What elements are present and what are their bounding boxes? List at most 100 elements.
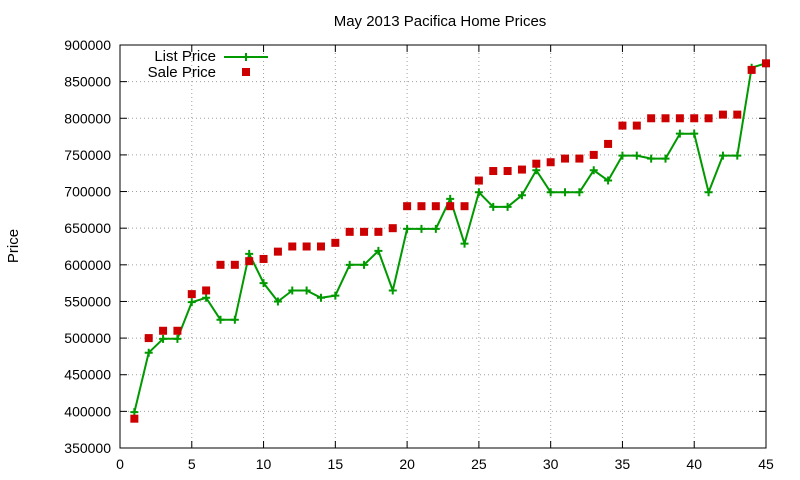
sale-price-marker	[388, 224, 397, 233]
list-price-marker	[417, 224, 426, 233]
list-price-marker	[230, 315, 239, 324]
list-price-marker	[259, 279, 268, 288]
chart-title: May 2013 Pacifica Home Prices	[334, 13, 547, 30]
sale-price-marker	[202, 286, 211, 295]
sale-price-marker	[259, 254, 268, 263]
sale-price-marker	[216, 260, 225, 269]
sale-price-marker	[446, 202, 455, 211]
sale-price-marker	[288, 242, 297, 251]
list-price-marker	[503, 202, 512, 211]
x-tick-label: 35	[615, 456, 631, 472]
sale-price-marker	[747, 65, 756, 74]
y-tick-label: 500000	[64, 330, 111, 346]
sale-price-marker	[245, 257, 254, 266]
list-price-marker	[202, 293, 211, 302]
plot-frame	[119, 44, 767, 449]
list-price-marker	[245, 249, 254, 258]
sale-price-marker	[517, 165, 526, 174]
list-price-marker	[403, 224, 412, 233]
list-price-marker	[173, 334, 182, 343]
list-price-marker	[187, 298, 196, 307]
list-price-line	[133, 62, 767, 413]
sale-price-marker	[575, 154, 584, 163]
x-tick-label: 0	[116, 456, 124, 472]
y-tick-label: 600000	[64, 257, 111, 273]
list-price-marker	[374, 246, 383, 255]
list-price-marker	[618, 151, 627, 160]
list-price-marker	[460, 239, 469, 248]
list-price-marker	[288, 286, 297, 295]
list-price-marker	[316, 293, 325, 302]
sale-price-marker	[130, 414, 139, 423]
list-price-marker	[718, 151, 727, 160]
x-tick-label: 10	[256, 456, 272, 472]
sale-price-marker	[675, 114, 684, 123]
sale-price-marker	[762, 59, 770, 68]
x-tick-label: 45	[758, 456, 774, 472]
sale-price-marker	[589, 150, 598, 159]
sale-price-marker	[159, 326, 168, 335]
list-price-marker	[388, 286, 397, 295]
list-price-marker	[733, 151, 742, 160]
y-tick-label: 400000	[64, 403, 111, 419]
sale-price-marker	[345, 227, 354, 236]
x-tick-label: 20	[399, 456, 415, 472]
sale-price-marker	[604, 139, 613, 148]
list-price-marker	[216, 315, 225, 324]
sale-price-marker	[474, 176, 483, 185]
list-price-marker	[647, 154, 656, 163]
y-axis-label: Price	[5, 229, 22, 263]
sale-price-marker	[460, 202, 469, 211]
grid	[120, 45, 766, 448]
list-price-marker	[302, 286, 311, 295]
sale-price-marker	[273, 247, 282, 256]
sale-price-marker	[532, 159, 541, 168]
sale-price-marker	[230, 260, 239, 269]
sale-price-marker	[417, 202, 426, 211]
x-tick-label: 5	[188, 456, 196, 472]
legend-swatch-sale-price	[242, 68, 250, 76]
sale-price-marker	[647, 114, 656, 123]
sale-price-marker	[618, 121, 627, 130]
list-price-marker	[632, 151, 641, 160]
sale-price-marker	[632, 121, 641, 130]
sale-price-marker	[690, 114, 699, 123]
list-price-marker	[159, 334, 168, 343]
list-price-marker	[575, 188, 584, 197]
y-tick-label: 850000	[64, 74, 111, 90]
list-price-marker	[704, 188, 713, 197]
list-price-marker	[331, 291, 340, 300]
legend-marker-list-price	[242, 53, 250, 61]
sale-price-marker	[489, 167, 498, 176]
y-tick-label: 650000	[64, 220, 111, 236]
series-layer	[130, 59, 770, 423]
y-tick-label: 450000	[64, 367, 111, 383]
list-price-marker	[273, 297, 282, 306]
list-price-marker	[474, 188, 483, 197]
legend-label-sale-price: Sale Price	[148, 64, 216, 81]
y-tick-label: 350000	[64, 440, 111, 456]
ticks	[119, 44, 767, 449]
list-price-marker	[446, 194, 455, 203]
sale-price-marker	[503, 167, 512, 176]
tick-labels: 0 5 10 15 20 25 30 35 40 45 350000 400000 450000 5000…	[64, 37, 774, 472]
sale-price-marker	[661, 114, 670, 123]
sale-price-marker	[733, 110, 742, 119]
sale-price-marker	[431, 202, 440, 211]
sale-price-marker	[718, 110, 727, 119]
list-price-marker	[546, 188, 555, 197]
list-price-marker	[360, 260, 369, 269]
y-tick-label: 800000	[64, 110, 111, 126]
sale-price-marker	[546, 158, 555, 167]
sale-price-marker	[561, 154, 570, 163]
y-tick-label: 750000	[64, 147, 111, 163]
list-price-marker	[589, 166, 598, 175]
list-price-marker	[604, 176, 613, 185]
sale-price-marker	[187, 290, 196, 299]
sale-price-marker	[403, 202, 412, 211]
y-tick-label: 700000	[64, 184, 111, 200]
y-tick-label: 900000	[64, 37, 111, 53]
list-price-marker	[690, 129, 699, 138]
